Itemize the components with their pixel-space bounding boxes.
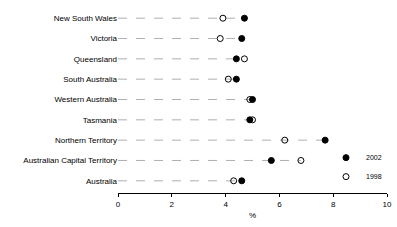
svg-text:Northern Territory: Northern Territory [55, 136, 117, 145]
svg-text:Victoria: Victoria [90, 34, 117, 43]
svg-text:2002: 2002 [366, 154, 382, 161]
svg-text:Queensland: Queensland [74, 55, 117, 64]
svg-text:South Australia: South Australia [63, 75, 117, 84]
svg-text:10: 10 [383, 200, 392, 209]
svg-text:1998: 1998 [366, 173, 382, 180]
svg-text:2: 2 [170, 200, 175, 209]
svg-text:4: 4 [223, 200, 228, 209]
svg-text:8: 8 [331, 200, 336, 209]
svg-text:New South Wales: New South Wales [54, 14, 117, 23]
svg-text:Tasmania: Tasmania [83, 116, 118, 125]
svg-text:0: 0 [116, 200, 121, 209]
svg-text:Australia: Australia [86, 177, 118, 186]
svg-text:Western Australia: Western Australia [54, 95, 117, 104]
svg-text:Australian Capital Territory: Australian Capital Territory [23, 156, 117, 165]
svg-text:6: 6 [277, 200, 282, 209]
svg-text:%: % [249, 211, 256, 220]
